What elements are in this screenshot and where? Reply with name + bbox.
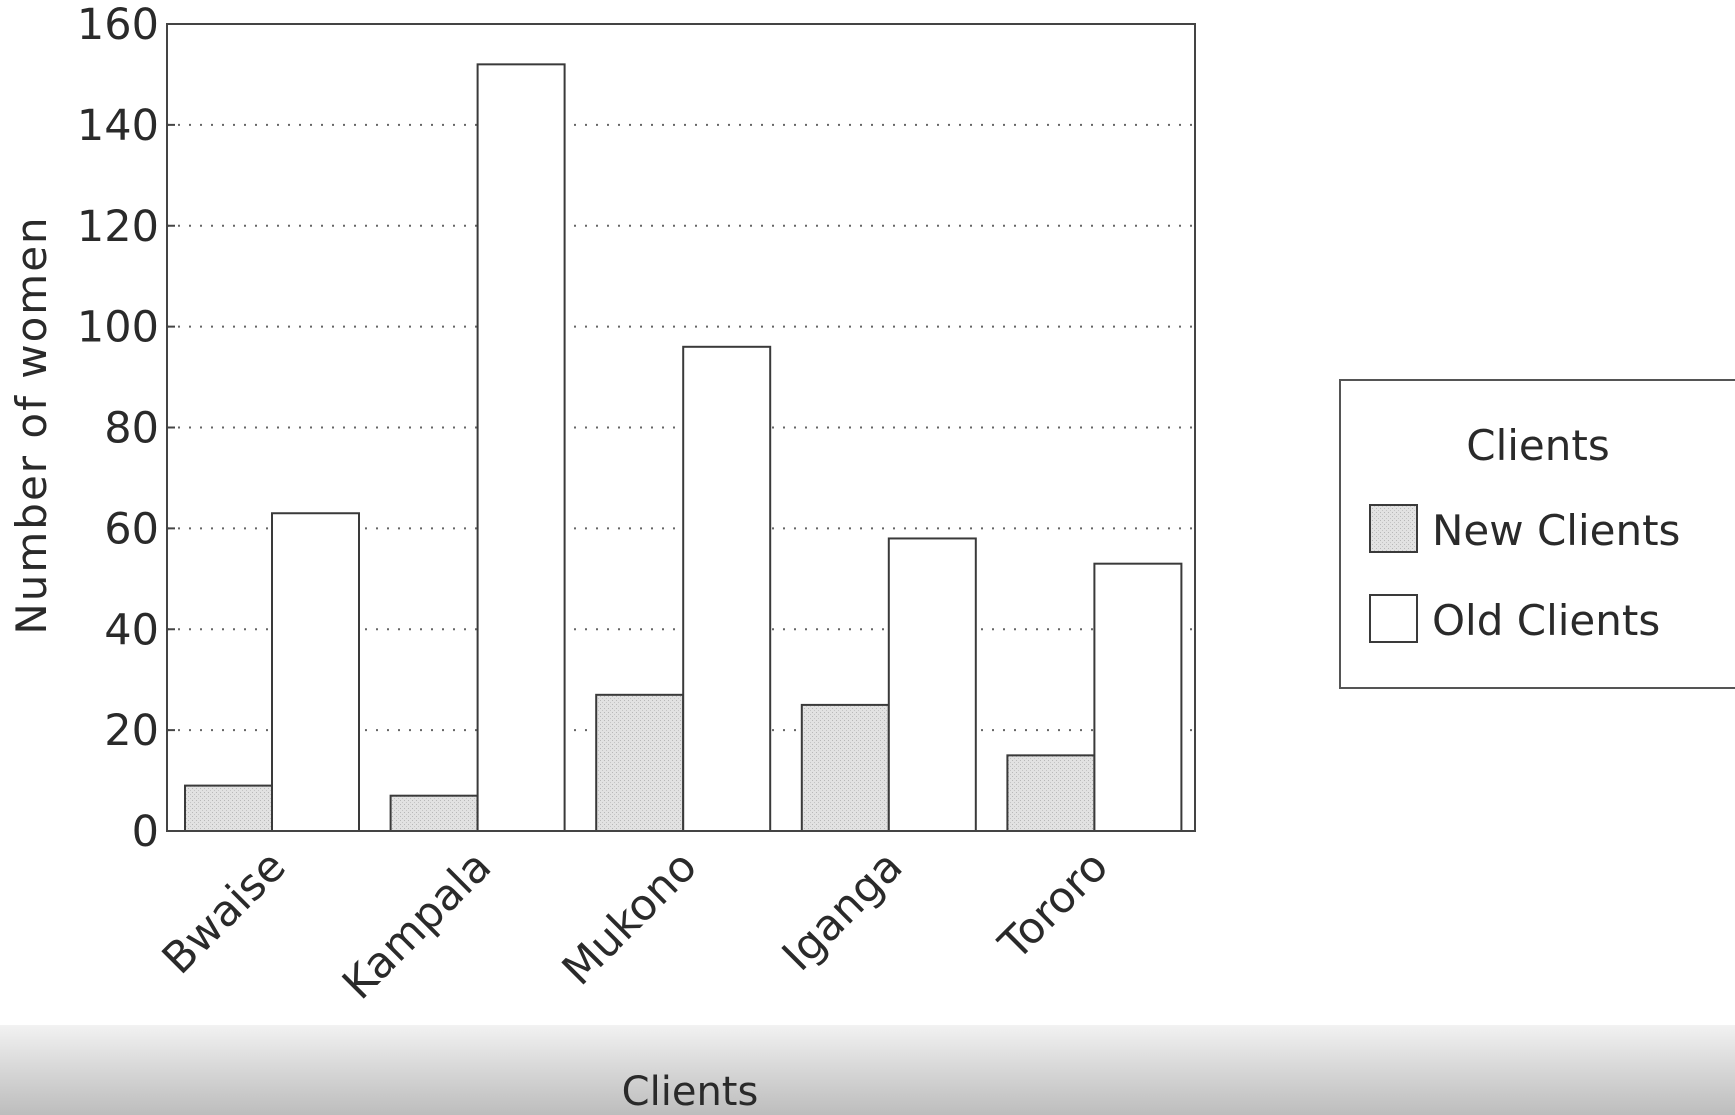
x-tick-label: Mukono <box>553 841 707 995</box>
bar-mukono-new-clients <box>595 693 685 832</box>
legend: Clients New Clients Old Clients <box>1339 379 1735 689</box>
bar-mukono-old-clients <box>682 345 772 832</box>
y-tick-label: 20 <box>104 706 159 756</box>
x-tick-label: Iganga <box>773 841 912 980</box>
bar-tororo-new-clients <box>1006 754 1096 832</box>
bar-bwaise-old-clients <box>271 512 360 833</box>
bar-bwaise-new-clients <box>184 784 273 833</box>
y-tick-label: 40 <box>104 605 159 655</box>
bar-tororo-old-clients <box>1093 562 1183 833</box>
y-tick-label: 160 <box>77 0 159 50</box>
legend-label: New Clients <box>1432 506 1680 555</box>
y-tick-label: 120 <box>77 202 159 252</box>
legend-label: Old Clients <box>1432 596 1660 645</box>
page-shadow <box>0 1025 1735 1115</box>
bar-kampala-new-clients <box>389 794 479 832</box>
x-tick-label: Bwaise <box>153 841 296 984</box>
legend-swatch-new-clients <box>1369 504 1418 553</box>
bar-kampala-old-clients <box>476 63 566 833</box>
x-axis-label: Clients <box>622 1069 759 1115</box>
x-tick-label: Tororo <box>989 841 1118 970</box>
y-tick-label: 140 <box>77 101 159 151</box>
y-tick-label: 100 <box>77 303 159 353</box>
y-tick-label: 80 <box>104 404 159 454</box>
legend-title: Clients <box>1466 421 1609 470</box>
y-tick-label: 0 <box>132 807 159 857</box>
x-tick-label: Kampala <box>333 841 501 1009</box>
y-axis-label: Number of women <box>7 215 56 634</box>
y-tick-label: 60 <box>104 504 159 554</box>
legend-swatch-old-clients <box>1369 594 1418 643</box>
bar-iganga-new-clients <box>800 703 890 832</box>
bar-iganga-old-clients <box>887 537 977 833</box>
